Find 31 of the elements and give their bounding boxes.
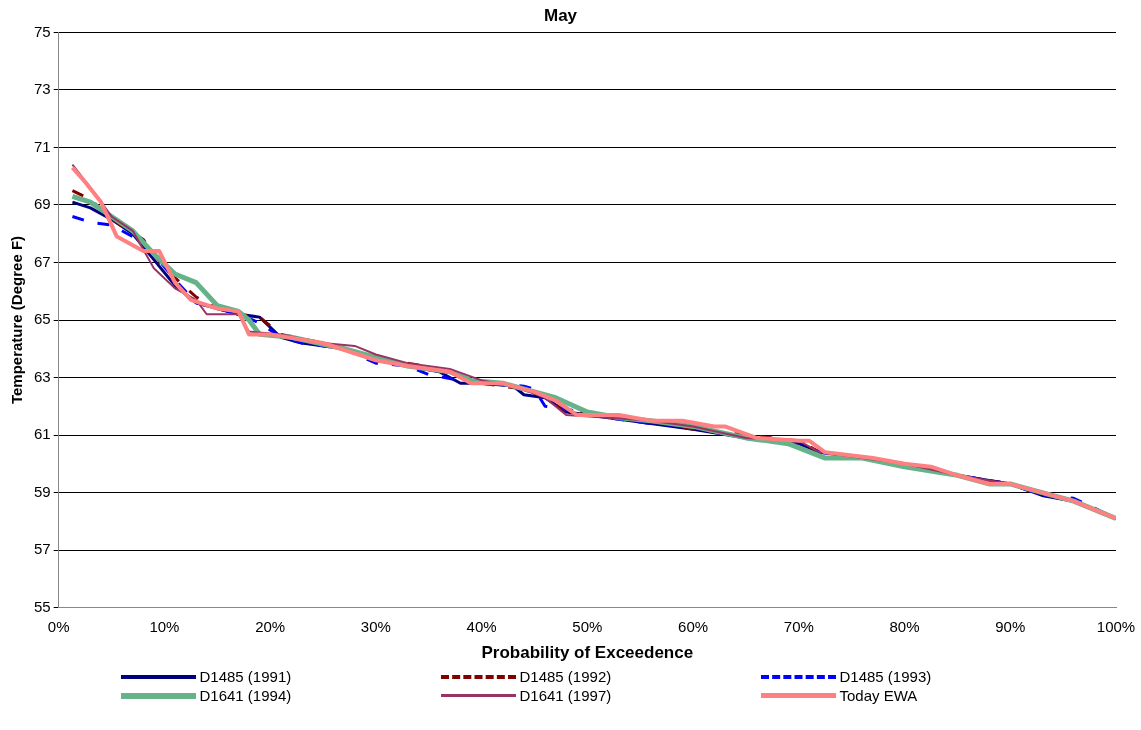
y-tick-label: 67: [34, 252, 51, 270]
x-tick-label: 20%: [255, 617, 286, 635]
chart-title: May: [543, 5, 578, 25]
y-axis-title: Temperature (Degree F): [8, 235, 26, 405]
legend-label: D1641 (1997): [519, 687, 612, 704]
legend-label: D1485 (1991): [199, 668, 292, 685]
y-tick-label: 63: [34, 367, 51, 385]
x-tick-label: 30%: [360, 617, 391, 635]
x-tick-label: 0%: [47, 617, 70, 635]
x-tick-label: 90%: [995, 617, 1026, 635]
x-tick-label: 70%: [783, 617, 814, 635]
y-tick-label: 57: [34, 540, 51, 558]
y-tick-label: 75: [34, 22, 51, 40]
legend-label: Today EWA: [839, 687, 918, 704]
x-tick-label: 100%: [1096, 617, 1136, 635]
x-tick-label: 10%: [149, 617, 180, 635]
x-tick-label: 80%: [889, 617, 920, 635]
y-tick-label: 65: [34, 310, 51, 328]
legend-label: D1485 (1993): [839, 668, 932, 685]
x-tick-label: 40%: [466, 617, 497, 635]
legend-label: D1641 (1994): [199, 687, 292, 704]
x-axis-title: Probability of Exceedence: [481, 643, 694, 663]
x-tick-label: 60%: [678, 617, 709, 635]
y-tick-label: 59: [34, 482, 51, 500]
legend-label: D1485 (1992): [519, 668, 612, 685]
y-tick-label: 55: [34, 597, 51, 615]
y-tick-label: 73: [34, 80, 51, 98]
y-tick-label: 71: [34, 137, 51, 155]
y-tick-label: 61: [34, 425, 51, 443]
x-tick-label: 50%: [572, 617, 603, 635]
y-tick-label: 69: [34, 195, 51, 213]
